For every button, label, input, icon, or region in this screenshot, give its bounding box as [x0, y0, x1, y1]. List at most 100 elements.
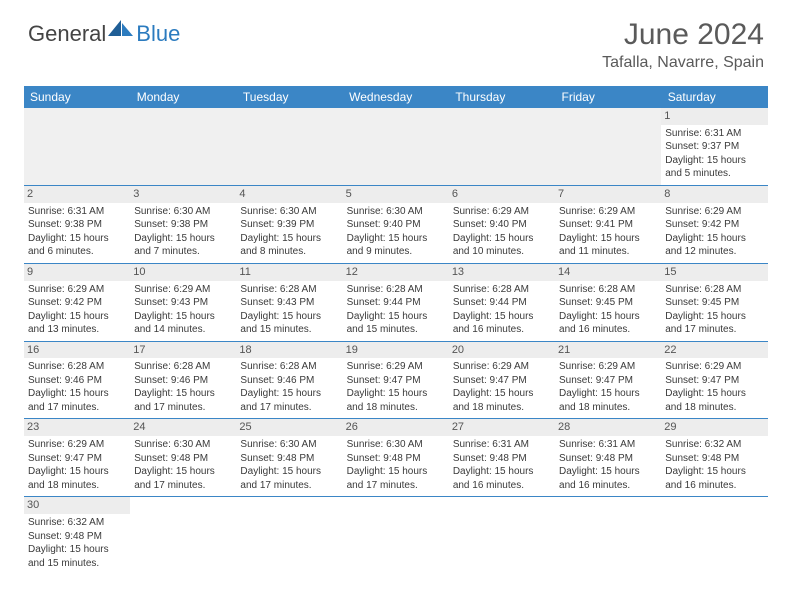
- sunrise-text: Sunrise: 6:30 AM: [347, 438, 445, 452]
- sunset-text: Sunset: 9:47 PM: [665, 374, 763, 388]
- sunset-text: Sunset: 9:48 PM: [559, 452, 657, 466]
- daylight-text: Daylight: 15 hours: [559, 310, 657, 324]
- calendar-cell: 11Sunrise: 6:28 AMSunset: 9:43 PMDayligh…: [236, 263, 342, 341]
- sunrise-text: Sunrise: 6:32 AM: [28, 516, 126, 530]
- sunrise-text: Sunrise: 6:29 AM: [134, 283, 232, 297]
- daylight-text: and 8 minutes.: [240, 245, 338, 259]
- day-number: 1: [661, 108, 767, 125]
- sunset-text: Sunset: 9:37 PM: [665, 140, 763, 154]
- calendar-row: 2 Sunrise: 6:31 AMSunset: 9:38 PMDaylight…: [24, 185, 768, 263]
- calendar-row: 9Sunrise: 6:29 AMSunset: 9:42 PMDaylight…: [24, 263, 768, 341]
- daylight-text: Daylight: 15 hours: [665, 310, 763, 324]
- sunrise-text: Sunrise: 6:28 AM: [559, 283, 657, 297]
- daylight-text: and 6 minutes.: [28, 245, 126, 259]
- day-number: 26: [343, 419, 449, 436]
- day-number: 19: [343, 342, 449, 359]
- calendar-cell: [236, 108, 342, 185]
- daylight-text: Daylight: 15 hours: [453, 310, 551, 324]
- sunrise-text: Sunrise: 6:31 AM: [28, 205, 126, 219]
- day-number: 7: [555, 186, 661, 203]
- daylight-text: Daylight: 15 hours: [559, 465, 657, 479]
- daylight-text: Daylight: 15 hours: [453, 465, 551, 479]
- sunrise-text: Sunrise: 6:29 AM: [559, 205, 657, 219]
- calendar-cell: [555, 108, 661, 185]
- calendar-cell: 7Sunrise: 6:29 AMSunset: 9:41 PMDaylight…: [555, 185, 661, 263]
- calendar-cell: 4Sunrise: 6:30 AMSunset: 9:39 PMDaylight…: [236, 185, 342, 263]
- daylight-text: and 5 minutes.: [665, 167, 763, 181]
- sunset-text: Sunset: 9:48 PM: [240, 452, 338, 466]
- sunset-text: Sunset: 9:47 PM: [453, 374, 551, 388]
- day-number: 3: [130, 186, 236, 203]
- daylight-text: and 16 minutes.: [453, 323, 551, 337]
- calendar-cell: 14Sunrise: 6:28 AMSunset: 9:45 PMDayligh…: [555, 263, 661, 341]
- day-number: 8: [661, 186, 767, 203]
- day-number: 5: [343, 186, 449, 203]
- sunrise-text: Sunrise: 6:30 AM: [240, 205, 338, 219]
- sunset-text: Sunset: 9:47 PM: [559, 374, 657, 388]
- calendar-cell: 15Sunrise: 6:28 AMSunset: 9:45 PMDayligh…: [661, 263, 767, 341]
- sunrise-text: Sunrise: 6:30 AM: [347, 205, 445, 219]
- daylight-text: and 15 minutes.: [240, 323, 338, 337]
- weekday-header: Tuesday: [236, 86, 342, 108]
- day-number: 22: [661, 342, 767, 359]
- day-number: 16: [24, 342, 130, 359]
- sunrise-text: Sunrise: 6:29 AM: [559, 360, 657, 374]
- daylight-text: and 17 minutes.: [240, 479, 338, 493]
- sunrise-text: Sunrise: 6:28 AM: [665, 283, 763, 297]
- day-number: 11: [236, 264, 342, 281]
- weekday-header: Sunday: [24, 86, 130, 108]
- daylight-text: Daylight: 15 hours: [347, 465, 445, 479]
- calendar-row: 23Sunrise: 6:29 AMSunset: 9:47 PMDayligh…: [24, 419, 768, 497]
- weekday-header: Wednesday: [343, 86, 449, 108]
- sunset-text: Sunset: 9:40 PM: [453, 218, 551, 232]
- calendar-cell: [555, 497, 661, 574]
- calendar-cell: 2 Sunrise: 6:31 AMSunset: 9:38 PMDaylight…: [24, 185, 130, 263]
- day-number: 30: [24, 497, 130, 514]
- day-number: 17: [130, 342, 236, 359]
- sunrise-text: Sunrise: 6:31 AM: [559, 438, 657, 452]
- sunrise-text: Sunrise: 6:29 AM: [28, 283, 126, 297]
- daylight-text: Daylight: 15 hours: [134, 387, 232, 401]
- daylight-text: Daylight: 15 hours: [240, 310, 338, 324]
- sunset-text: Sunset: 9:41 PM: [559, 218, 657, 232]
- weekday-header: Thursday: [449, 86, 555, 108]
- calendar-cell: 1Sunrise: 6:31 AMSunset: 9:37 PMDaylight…: [661, 108, 767, 185]
- calendar-cell: 19Sunrise: 6:29 AMSunset: 9:47 PMDayligh…: [343, 341, 449, 419]
- daylight-text: Daylight: 15 hours: [28, 543, 126, 557]
- calendar-cell: [449, 497, 555, 574]
- calendar-cell: [661, 497, 767, 574]
- daylight-text: and 16 minutes.: [665, 479, 763, 493]
- day-number: 29: [661, 419, 767, 436]
- daylight-text: Daylight: 15 hours: [240, 465, 338, 479]
- sunset-text: Sunset: 9:46 PM: [240, 374, 338, 388]
- calendar-cell: 25Sunrise: 6:30 AMSunset: 9:48 PMDayligh…: [236, 419, 342, 497]
- calendar-cell: 5Sunrise: 6:30 AMSunset: 9:40 PMDaylight…: [343, 185, 449, 263]
- daylight-text: and 16 minutes.: [453, 479, 551, 493]
- sunset-text: Sunset: 9:44 PM: [347, 296, 445, 310]
- weekday-header: Saturday: [661, 86, 767, 108]
- calendar-table: Sunday Monday Tuesday Wednesday Thursday…: [24, 86, 768, 574]
- day-number: 28: [555, 419, 661, 436]
- daylight-text: and 17 minutes.: [134, 479, 232, 493]
- daylight-text: and 14 minutes.: [134, 323, 232, 337]
- daylight-text: Daylight: 15 hours: [28, 232, 126, 246]
- calendar-cell: 21Sunrise: 6:29 AMSunset: 9:47 PMDayligh…: [555, 341, 661, 419]
- weekday-header: Monday: [130, 86, 236, 108]
- sunset-text: Sunset: 9:47 PM: [28, 452, 126, 466]
- calendar-cell: 9Sunrise: 6:29 AMSunset: 9:42 PMDaylight…: [24, 263, 130, 341]
- calendar-cell: 18Sunrise: 6:28 AMSunset: 9:46 PMDayligh…: [236, 341, 342, 419]
- daylight-text: and 11 minutes.: [559, 245, 657, 259]
- sunset-text: Sunset: 9:38 PM: [28, 218, 126, 232]
- sunset-text: Sunset: 9:45 PM: [665, 296, 763, 310]
- sunset-text: Sunset: 9:45 PM: [559, 296, 657, 310]
- sunset-text: Sunset: 9:42 PM: [28, 296, 126, 310]
- day-number: 2: [24, 186, 130, 203]
- calendar-cell: 28 Sunrise: 6:31 AMSunset: 9:48 PMDayligh…: [555, 419, 661, 497]
- sunrise-text: Sunrise: 6:28 AM: [28, 360, 126, 374]
- day-number: 24: [130, 419, 236, 436]
- weekday-header: Friday: [555, 86, 661, 108]
- sunset-text: Sunset: 9:39 PM: [240, 218, 338, 232]
- day-number: 21: [555, 342, 661, 359]
- daylight-text: and 12 minutes.: [665, 245, 763, 259]
- day-number: 23: [24, 419, 130, 436]
